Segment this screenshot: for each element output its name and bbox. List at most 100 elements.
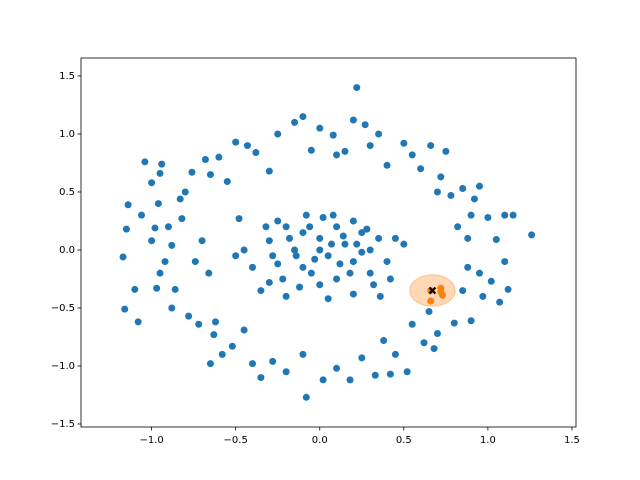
scatter-point bbox=[161, 258, 169, 266]
scatter-point bbox=[291, 118, 299, 126]
scatter-point bbox=[316, 234, 324, 242]
scatter-point bbox=[148, 179, 156, 187]
scatter-point bbox=[403, 368, 411, 376]
scatter-point bbox=[240, 246, 248, 254]
scatter-point bbox=[504, 285, 512, 293]
scatter-point bbox=[316, 246, 324, 254]
scatter-point bbox=[306, 223, 314, 231]
scatter-point bbox=[319, 376, 327, 384]
scatter-point bbox=[176, 195, 184, 203]
scatter-point bbox=[121, 305, 129, 313]
scatter-point bbox=[205, 269, 213, 277]
scatter-point bbox=[319, 214, 327, 222]
scatter-point bbox=[201, 156, 209, 164]
scatter-point bbox=[450, 319, 458, 327]
scatter-point bbox=[257, 374, 265, 382]
scatter-point bbox=[358, 229, 366, 237]
x-tick-label: 0.0 bbox=[312, 435, 328, 446]
scatter-point bbox=[442, 147, 450, 155]
scatter-point bbox=[282, 368, 290, 376]
scatter-point bbox=[328, 240, 336, 248]
scatter-point bbox=[232, 252, 240, 260]
scatter-point bbox=[212, 318, 220, 326]
scatter-point bbox=[386, 275, 394, 283]
x-tick-label: 0.5 bbox=[396, 435, 412, 446]
scatter-point bbox=[333, 223, 341, 231]
scatter-point bbox=[265, 167, 273, 175]
scatter-point bbox=[336, 260, 344, 268]
scatter-point bbox=[353, 84, 361, 92]
query-marker bbox=[428, 286, 437, 295]
scatter-point bbox=[501, 211, 509, 219]
y-tick-label: 0.5 bbox=[59, 187, 75, 198]
scatter-point bbox=[341, 240, 349, 248]
scatter-point bbox=[198, 237, 206, 245]
scatter-point bbox=[376, 292, 384, 300]
scatter-point bbox=[459, 287, 467, 295]
scatter-point bbox=[370, 281, 378, 289]
scatter-point bbox=[341, 147, 349, 155]
scatter-point bbox=[299, 229, 307, 237]
scatter-point bbox=[269, 357, 277, 365]
scatter-point bbox=[464, 263, 472, 271]
scatter-point bbox=[302, 211, 310, 219]
scatter-point bbox=[307, 146, 315, 154]
scatter-point bbox=[329, 211, 337, 219]
scatter-point bbox=[363, 225, 371, 233]
scatter-point bbox=[243, 142, 251, 150]
scatter-point bbox=[375, 130, 383, 138]
scatter-point bbox=[437, 173, 445, 181]
scatter-point bbox=[380, 336, 388, 344]
x-tick-label: 1.0 bbox=[480, 435, 496, 446]
scatter-point bbox=[262, 223, 270, 231]
scatter-point bbox=[470, 195, 478, 203]
scatter-point bbox=[274, 130, 282, 138]
scatter-point bbox=[427, 297, 435, 305]
scatter-point bbox=[235, 215, 243, 223]
scatter-point bbox=[265, 237, 273, 245]
y-tick-label: −1.5 bbox=[51, 419, 75, 430]
scatter-point bbox=[168, 304, 176, 312]
scatter-point bbox=[228, 342, 236, 350]
scatter-point bbox=[171, 285, 179, 293]
scatter-point bbox=[391, 234, 399, 242]
x-tick-label: −0.5 bbox=[224, 435, 248, 446]
scatter-point bbox=[252, 149, 260, 157]
scatter-point bbox=[484, 214, 492, 222]
plot-area bbox=[119, 84, 536, 401]
scatter-point bbox=[185, 312, 193, 320]
scatter-point bbox=[206, 171, 214, 179]
scatter-point bbox=[265, 278, 273, 286]
scatter-point bbox=[119, 253, 127, 261]
scatter-point bbox=[240, 326, 248, 334]
scatter-point bbox=[366, 246, 374, 254]
scatter-point bbox=[467, 211, 475, 219]
scatter-point bbox=[124, 201, 132, 209]
scatter-point bbox=[138, 211, 146, 219]
scatter-point bbox=[299, 350, 307, 358]
scatter-point bbox=[417, 165, 425, 173]
scatter-point bbox=[122, 225, 130, 233]
scatter-point bbox=[353, 240, 361, 248]
scatter-point bbox=[528, 231, 536, 239]
scatter-point bbox=[296, 283, 304, 291]
scatter-point bbox=[420, 339, 428, 347]
scatter-point bbox=[333, 364, 341, 372]
scatter-point bbox=[168, 241, 176, 249]
scatter-point bbox=[400, 240, 408, 248]
scatter-point bbox=[302, 393, 310, 401]
scatter-point bbox=[282, 223, 290, 231]
scatter-point bbox=[361, 121, 369, 129]
y-tick-label: 1.5 bbox=[59, 71, 75, 82]
scatter-point bbox=[311, 255, 319, 263]
y-tick-label: 0.0 bbox=[59, 245, 75, 256]
scatter-point bbox=[349, 116, 357, 124]
scatter-point bbox=[430, 345, 438, 353]
scatter-point bbox=[475, 182, 483, 190]
scatter-point bbox=[195, 320, 203, 328]
scatter-point bbox=[479, 292, 487, 300]
scatter-point bbox=[487, 277, 495, 285]
scatter-point bbox=[349, 290, 357, 298]
scatter-point bbox=[156, 269, 164, 277]
